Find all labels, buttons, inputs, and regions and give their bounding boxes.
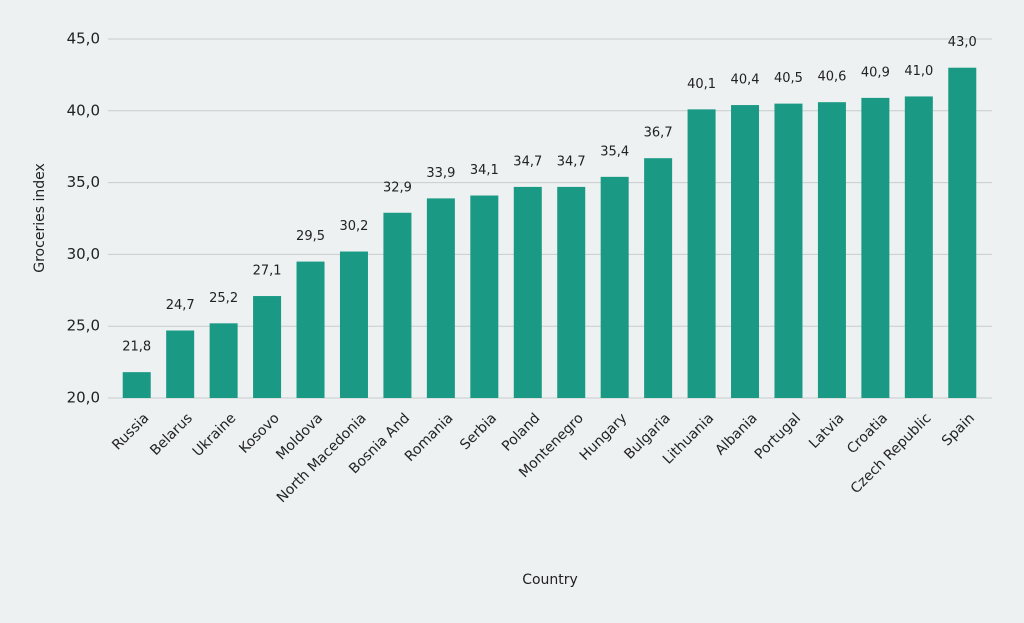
value-label: 29,5	[296, 229, 325, 244]
bar	[948, 67, 977, 398]
value-label: 35,4	[600, 144, 629, 159]
bar	[557, 186, 586, 398]
bar	[122, 372, 151, 398]
bar	[817, 102, 846, 399]
value-label: 43,0	[948, 35, 977, 50]
value-label: 34,7	[557, 154, 586, 169]
y-tick-label: 35,0	[67, 173, 100, 191]
bar	[513, 186, 542, 398]
bar	[861, 97, 890, 398]
value-label: 41,0	[904, 64, 933, 79]
bar	[166, 330, 195, 398]
y-tick-label: 25,0	[67, 317, 100, 335]
value-label: 21,8	[122, 340, 151, 355]
y-tick-label: 30,0	[67, 245, 100, 263]
value-label: 27,1	[253, 264, 282, 279]
bar	[731, 105, 760, 398]
value-label: 25,2	[209, 291, 238, 306]
y-tick-label: 45,0	[67, 30, 100, 48]
bar	[383, 212, 412, 398]
bar	[904, 96, 933, 398]
bar	[253, 296, 282, 398]
y-tick-label: 40,0	[67, 101, 100, 119]
value-label: 36,7	[644, 126, 673, 141]
value-label: 34,1	[470, 163, 499, 178]
bar	[209, 323, 238, 398]
x-axis-label: Country	[522, 572, 578, 588]
bar	[470, 195, 499, 398]
value-label: 33,9	[426, 166, 455, 181]
bar	[600, 176, 629, 398]
bar	[644, 158, 673, 398]
y-tick-label: 20,0	[67, 389, 100, 407]
value-label: 24,7	[166, 298, 195, 313]
value-label: 34,7	[513, 154, 542, 169]
value-label: 40,1	[687, 77, 716, 92]
value-label: 40,9	[861, 65, 890, 80]
value-label: 40,5	[774, 71, 803, 86]
value-label: 32,9	[383, 180, 412, 195]
bar	[687, 109, 716, 398]
value-label: 30,2	[339, 219, 368, 234]
bar	[339, 251, 368, 398]
value-label: 40,6	[817, 70, 846, 85]
bar	[426, 198, 455, 398]
bar	[774, 103, 803, 399]
bar	[296, 261, 325, 398]
y-axis-label: Groceries index	[32, 163, 48, 272]
value-label: 40,4	[731, 73, 760, 88]
